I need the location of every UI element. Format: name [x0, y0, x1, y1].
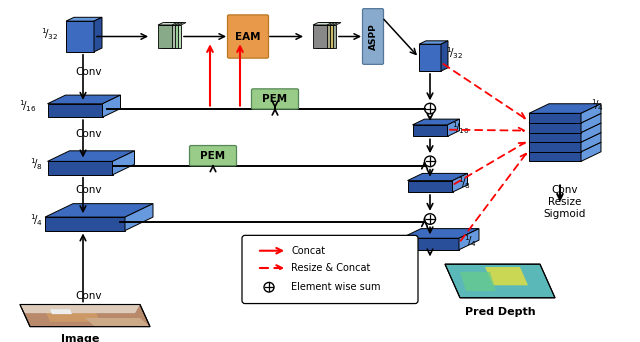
- Polygon shape: [158, 23, 177, 25]
- FancyBboxPatch shape: [227, 15, 269, 58]
- Polygon shape: [167, 25, 181, 48]
- Text: Resize & Concat: Resize & Concat: [291, 263, 371, 273]
- Polygon shape: [322, 25, 336, 48]
- Text: $^1\!/_{16}$: $^1\!/_{16}$: [19, 99, 37, 115]
- Text: Conv: Conv: [76, 185, 102, 195]
- Polygon shape: [313, 23, 332, 25]
- Polygon shape: [313, 25, 327, 48]
- Polygon shape: [441, 41, 448, 71]
- Polygon shape: [529, 152, 581, 161]
- Text: Concat: Concat: [291, 246, 325, 256]
- Text: Image: Image: [61, 334, 99, 342]
- Text: Conv: Conv: [76, 291, 102, 301]
- Polygon shape: [419, 41, 448, 44]
- Text: $^1\!/_{4}$: $^1\!/_{4}$: [591, 98, 604, 114]
- FancyBboxPatch shape: [189, 146, 237, 166]
- Text: Conv: Conv: [76, 67, 102, 77]
- Polygon shape: [581, 133, 601, 152]
- Polygon shape: [161, 25, 175, 48]
- Polygon shape: [529, 133, 581, 142]
- Polygon shape: [85, 318, 150, 327]
- Text: $^1\!/_{16}$: $^1\!/_{16}$: [452, 120, 470, 135]
- Text: Conv
Resize
Sigmoid: Conv Resize Sigmoid: [544, 185, 586, 219]
- Polygon shape: [401, 238, 459, 250]
- FancyBboxPatch shape: [362, 9, 383, 64]
- Polygon shape: [322, 23, 341, 25]
- Polygon shape: [452, 173, 467, 192]
- Text: $^1\!/_{4}$: $^1\!/_{4}$: [464, 233, 477, 249]
- Polygon shape: [529, 104, 601, 113]
- Polygon shape: [419, 44, 441, 71]
- Polygon shape: [529, 142, 601, 152]
- FancyBboxPatch shape: [242, 235, 418, 304]
- Polygon shape: [20, 304, 140, 313]
- Text: $^1\!/_{8}$: $^1\!/_{8}$: [458, 176, 471, 191]
- FancyBboxPatch shape: [252, 89, 298, 109]
- Polygon shape: [319, 25, 333, 48]
- Polygon shape: [66, 17, 102, 21]
- Polygon shape: [125, 203, 153, 231]
- Text: PEM: PEM: [262, 94, 287, 104]
- Polygon shape: [47, 151, 134, 161]
- Text: Conv: Conv: [76, 129, 102, 139]
- Polygon shape: [161, 23, 180, 25]
- Polygon shape: [45, 217, 125, 231]
- Polygon shape: [45, 203, 153, 217]
- Polygon shape: [581, 104, 601, 123]
- Text: Element wise sum: Element wise sum: [291, 282, 381, 292]
- Polygon shape: [581, 142, 601, 161]
- Polygon shape: [319, 23, 338, 25]
- Polygon shape: [529, 133, 601, 142]
- Polygon shape: [529, 142, 581, 152]
- Polygon shape: [94, 17, 102, 52]
- Polygon shape: [529, 123, 581, 133]
- Text: EAM: EAM: [236, 31, 260, 41]
- Polygon shape: [47, 161, 113, 175]
- Polygon shape: [113, 151, 134, 175]
- Text: $^1\!/_{32}$: $^1\!/_{32}$: [40, 27, 58, 42]
- Polygon shape: [102, 95, 120, 117]
- Text: PEM: PEM: [200, 150, 225, 161]
- Polygon shape: [529, 113, 601, 123]
- Polygon shape: [45, 310, 100, 322]
- Polygon shape: [529, 113, 581, 123]
- Polygon shape: [164, 23, 183, 25]
- Polygon shape: [158, 25, 172, 48]
- Text: $^1\!/_{32}$: $^1\!/_{32}$: [446, 45, 463, 61]
- Polygon shape: [413, 119, 460, 125]
- Polygon shape: [447, 119, 460, 136]
- Polygon shape: [20, 304, 150, 327]
- Text: ASPP: ASPP: [369, 23, 378, 50]
- Text: $^1\!/_{8}$: $^1\!/_{8}$: [30, 157, 43, 172]
- Polygon shape: [401, 228, 479, 238]
- Polygon shape: [460, 272, 496, 291]
- Polygon shape: [408, 181, 452, 192]
- Polygon shape: [408, 173, 467, 181]
- Polygon shape: [47, 95, 120, 104]
- Polygon shape: [167, 23, 186, 25]
- Polygon shape: [316, 25, 330, 48]
- Polygon shape: [529, 123, 601, 133]
- Polygon shape: [413, 125, 447, 136]
- Text: Pred Depth: Pred Depth: [465, 307, 535, 317]
- Polygon shape: [164, 25, 178, 48]
- Polygon shape: [485, 267, 528, 285]
- Text: $^1\!/_{4}$: $^1\!/_{4}$: [30, 212, 43, 228]
- Polygon shape: [581, 113, 601, 133]
- Polygon shape: [66, 21, 94, 52]
- Polygon shape: [459, 228, 479, 250]
- Polygon shape: [50, 309, 72, 314]
- Polygon shape: [47, 104, 102, 117]
- Polygon shape: [445, 264, 555, 298]
- Polygon shape: [316, 23, 335, 25]
- Polygon shape: [581, 123, 601, 142]
